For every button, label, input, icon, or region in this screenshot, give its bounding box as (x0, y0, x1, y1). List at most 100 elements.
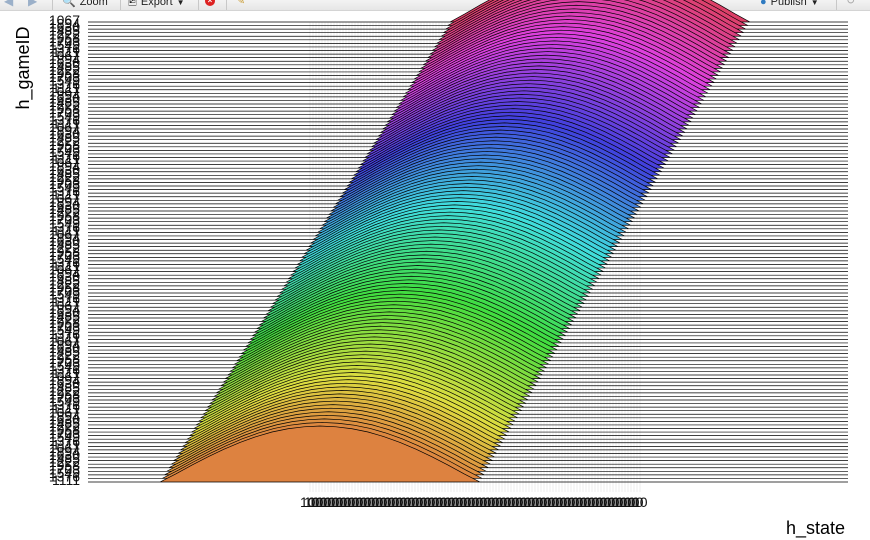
y-tick-label: 1485 (49, 415, 80, 431)
x-tick-label: 10 (424, 494, 440, 510)
x-tick-label: 10 (376, 494, 392, 510)
y-tick-label: 1630 (49, 162, 80, 178)
y-tick-label: 1376 (49, 361, 80, 377)
y-tick-label: 1549 (49, 429, 80, 445)
x-tick-label: 10 (308, 494, 324, 510)
plot-toolbar: ◀ ▶ 🔍 Zoom 🖻 Export ▼ × ✎ ● Publish ▼ ↻ (0, 0, 870, 11)
x-tick-label: 10 (456, 494, 472, 510)
zoom-icon: 🔍 (62, 0, 76, 8)
x-tick-label: 10 (596, 494, 612, 510)
y-tick-label: 1958 (49, 386, 80, 402)
x-tick-label: 10 (384, 494, 400, 510)
y-tick-label: 1630 (49, 376, 80, 392)
x-tick-label: 10 (632, 494, 648, 510)
x-tick-label: 10 (624, 494, 640, 510)
x-tick-label: 10 (332, 494, 348, 510)
y-tick-label: 1485 (49, 344, 80, 360)
y-tick-label: 1703 (49, 247, 80, 263)
y-tick-label: 1485 (49, 165, 80, 181)
publish-button[interactable]: ● Publish ▼ (760, 0, 819, 8)
y-tick-label: 1549 (49, 108, 80, 124)
x-tick-label: 10 (316, 494, 332, 510)
export-icon: 🖻 (128, 0, 137, 8)
publish-icon: ● (760, 0, 767, 8)
y-tick-label: 1958 (49, 137, 80, 153)
refresh-button[interactable]: ↻ (846, 0, 855, 7)
y-tick-label: 1549 (49, 251, 80, 267)
y-tick-label: 1111 (52, 436, 80, 452)
y-tick-label: 1958 (49, 279, 80, 295)
y-tick-label: 1630 (49, 269, 80, 285)
y-tick-label: 1894 (49, 301, 80, 317)
y-tick-label: 1067 (49, 83, 80, 99)
y-tick-label: 1703 (49, 426, 80, 442)
y-tick-label: 1222 (49, 26, 80, 42)
x-tick-label: 10 (452, 494, 468, 510)
y-tick-label: 1222 (49, 454, 80, 470)
x-tick-labels: 1010101010101010101010101010101010101010… (300, 494, 648, 510)
x-tick-label: 10 (500, 494, 516, 510)
x-tick-label: 10 (604, 494, 620, 510)
x-tick-label: 10 (380, 494, 396, 510)
y-tick-label: 1376 (49, 397, 80, 413)
y-tick-label: 1703 (49, 212, 80, 228)
x-tick-label: 10 (388, 494, 404, 510)
y-tick-label: 1958 (49, 422, 80, 438)
forward-button[interactable]: ▶ (28, 0, 37, 7)
y-tick-label: 1111 (52, 222, 80, 238)
y-tick-label: 1894 (49, 158, 80, 174)
y-tick-label: 1894 (49, 51, 80, 67)
remove-plot-button[interactable]: × (205, 0, 215, 6)
broom-icon: ✎ (236, 0, 246, 7)
x-tick-label: 10 (360, 494, 376, 510)
y-axis-title: h_gameID (13, 26, 34, 109)
x-tick-label: 10 (620, 494, 636, 510)
y-tick-label: 1894 (49, 265, 80, 281)
x-tick-label: 10 (568, 494, 584, 510)
y-tick-label: 1894 (49, 372, 80, 388)
y-tick-label: 1703 (49, 354, 80, 370)
x-tick-label: 10 (312, 494, 328, 510)
export-button[interactable]: 🖻 Export ▼ (128, 0, 185, 8)
x-tick-label: 10 (428, 494, 444, 510)
ridges (88, 0, 848, 483)
y-tick-label: 1703 (49, 283, 80, 299)
y-tick-label: 1111 (52, 258, 80, 274)
x-tick-label: 10 (304, 494, 320, 510)
y-tick-label: 1067 (49, 48, 80, 64)
x-tick-label: 10 (560, 494, 576, 510)
y-tick-label: 1703 (49, 33, 80, 49)
zoom-button[interactable]: 🔍 Zoom (62, 0, 108, 8)
x-tick-label: 10 (588, 494, 604, 510)
x-tick-label: 10 (432, 494, 448, 510)
y-tick-label: 1630 (49, 340, 80, 356)
y-tick-label: 1703 (49, 319, 80, 335)
x-tick-label: 10 (336, 494, 352, 510)
x-tick-label: 10 (584, 494, 600, 510)
x-tick-label: 10 (416, 494, 432, 510)
clear-plots-button[interactable]: ✎ (236, 0, 245, 7)
x-tick-label: 10 (464, 494, 480, 510)
y-tick-label: 1067 (49, 262, 80, 278)
y-tick-label: 1630 (49, 304, 80, 320)
y-tick-label: 1222 (49, 276, 80, 292)
x-tick-label: 10 (528, 494, 544, 510)
refresh-icon: ↻ (846, 0, 856, 7)
y-tick-label: 1703 (49, 140, 80, 156)
y-tick-label: 1549 (49, 180, 80, 196)
back-button[interactable]: ◀ (4, 0, 13, 7)
y-tick-label: 1376 (49, 326, 80, 342)
y-tick-label: 1067 (49, 155, 80, 171)
x-tick-label: 10 (460, 494, 476, 510)
x-tick-label: 10 (440, 494, 456, 510)
x-tick-label: 10 (472, 494, 488, 510)
x-tick-label: 10 (496, 494, 512, 510)
y-tick-label: 1111 (52, 187, 80, 203)
y-tick-label: 1111 (52, 294, 80, 310)
x-tick-label: 10 (400, 494, 416, 510)
x-tick-label: 10 (612, 494, 628, 510)
x-tick-label: 10 (504, 494, 520, 510)
x-tick-label: 10 (572, 494, 588, 510)
x-tick-label: 10 (512, 494, 528, 510)
x-tick-label: 10 (344, 494, 360, 510)
